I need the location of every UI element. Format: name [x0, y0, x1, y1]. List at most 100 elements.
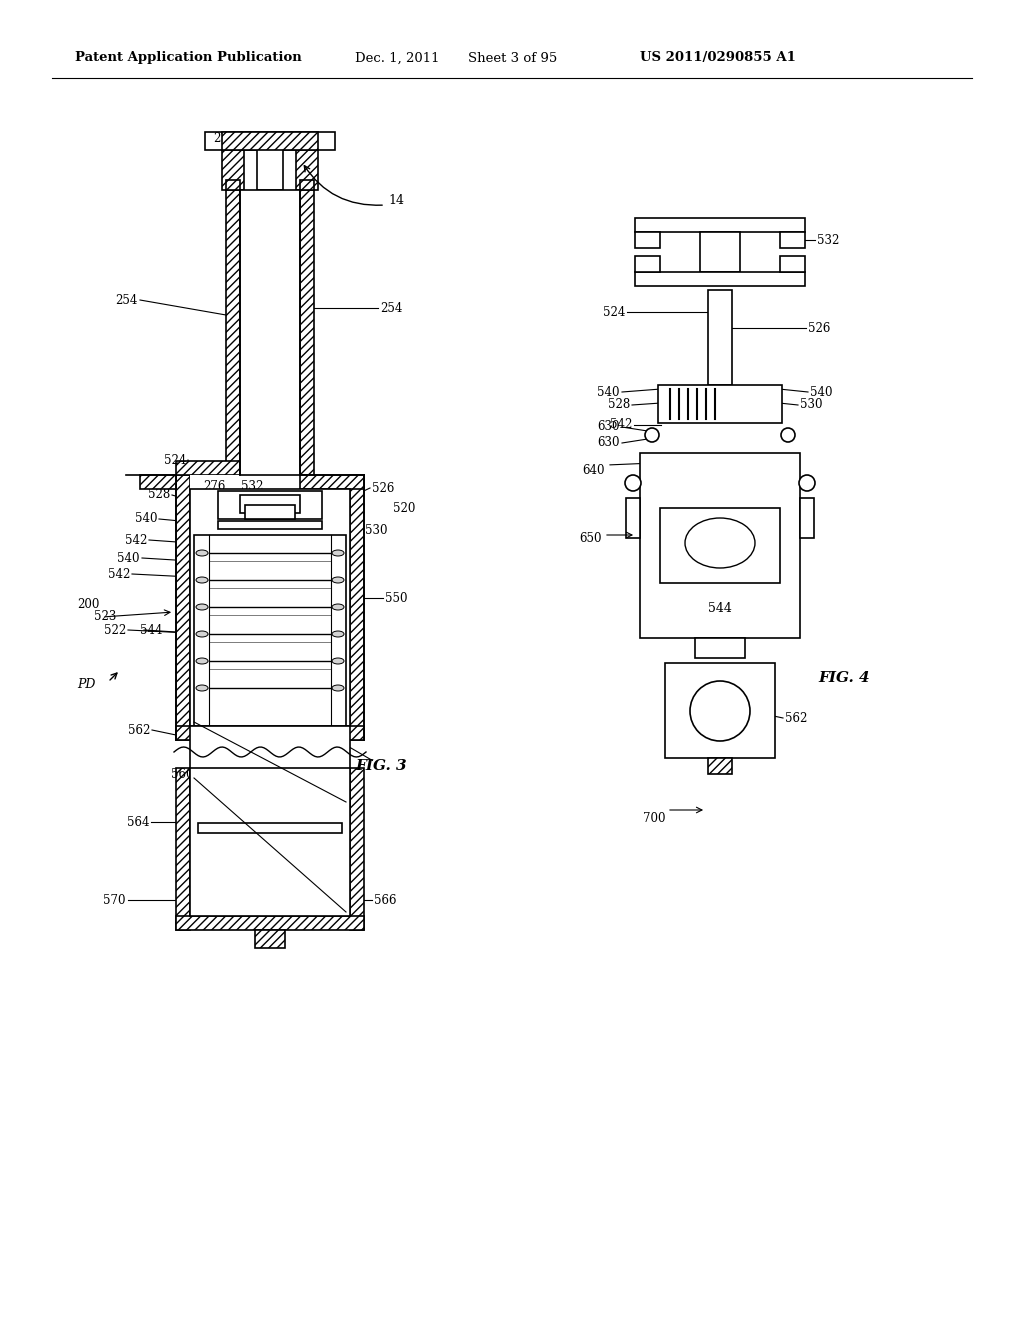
Bar [300, 475, 364, 488]
Text: Sheet 3 of 95: Sheet 3 of 95 [468, 51, 557, 65]
Bar [190, 768, 350, 916]
Ellipse shape [332, 605, 344, 610]
Text: 200: 200 [78, 598, 100, 611]
Ellipse shape [332, 631, 344, 638]
Text: 520: 520 [393, 502, 416, 515]
Text: 526: 526 [372, 482, 394, 495]
Ellipse shape [196, 550, 208, 556]
Ellipse shape [332, 550, 344, 556]
Bar [300, 180, 314, 190]
Bar [660, 508, 780, 583]
Bar [255, 931, 285, 948]
Ellipse shape [196, 685, 208, 690]
Circle shape [625, 475, 641, 491]
Bar [658, 385, 782, 422]
Text: 562: 562 [785, 711, 807, 725]
Text: 532: 532 [241, 480, 263, 494]
Text: 530: 530 [365, 524, 387, 536]
Bar [226, 180, 240, 190]
Bar [226, 190, 240, 475]
Text: 523: 523 [93, 610, 116, 623]
Text: 540: 540 [597, 385, 620, 399]
Ellipse shape [332, 657, 344, 664]
Text: 544: 544 [708, 602, 732, 615]
Bar [695, 638, 745, 657]
Text: 544: 544 [140, 623, 163, 636]
Text: 540: 540 [134, 512, 157, 525]
Text: FIG. 4: FIG. 4 [818, 671, 869, 685]
Bar [300, 190, 314, 475]
Bar [218, 521, 322, 529]
Text: 530: 530 [800, 399, 822, 412]
Text: 532: 532 [817, 234, 840, 247]
Text: 14: 14 [388, 194, 404, 206]
Circle shape [781, 428, 795, 442]
Text: Patent Application Publication: Patent Application Publication [75, 51, 302, 65]
Bar [635, 256, 660, 272]
Text: 700: 700 [642, 812, 665, 825]
Bar [205, 132, 335, 150]
Bar [635, 232, 660, 248]
Text: 542: 542 [108, 568, 130, 581]
Circle shape [645, 428, 659, 442]
Bar [665, 663, 775, 758]
Bar [350, 768, 364, 931]
Bar [240, 190, 300, 475]
Bar [240, 495, 300, 513]
Text: 254: 254 [380, 301, 402, 314]
Bar [190, 726, 350, 807]
Bar [780, 232, 805, 248]
Bar [635, 272, 805, 286]
Bar [245, 506, 295, 519]
Bar [708, 758, 732, 774]
Text: 276: 276 [214, 132, 236, 144]
Text: 524: 524 [603, 305, 625, 318]
Text: US 2011/0290855 A1: US 2011/0290855 A1 [640, 51, 796, 65]
Ellipse shape [196, 631, 208, 638]
Bar [222, 132, 318, 150]
Text: 630: 630 [597, 421, 620, 433]
Bar [350, 475, 364, 741]
Text: 540: 540 [118, 552, 140, 565]
Text: PD: PD [77, 678, 95, 692]
Bar [190, 475, 350, 488]
Bar [194, 535, 346, 730]
Text: 566: 566 [374, 894, 396, 907]
Text: 572: 572 [219, 869, 242, 882]
Text: 562: 562 [128, 723, 150, 737]
Text: 542: 542 [125, 533, 147, 546]
Bar [626, 498, 640, 539]
Ellipse shape [196, 577, 208, 583]
Bar [176, 768, 190, 931]
Bar [700, 232, 740, 272]
Text: 560: 560 [171, 767, 193, 780]
Text: 550: 550 [385, 591, 408, 605]
Bar [635, 218, 805, 232]
Circle shape [799, 475, 815, 491]
Bar [176, 726, 364, 741]
Text: 528: 528 [608, 399, 630, 412]
Bar [257, 140, 283, 190]
Ellipse shape [196, 657, 208, 664]
Text: 524: 524 [164, 454, 186, 466]
Ellipse shape [196, 605, 208, 610]
Text: 522: 522 [103, 623, 126, 636]
Bar [198, 822, 342, 833]
Bar [296, 148, 318, 190]
Bar [176, 461, 240, 475]
Text: 630: 630 [597, 437, 620, 450]
Bar [190, 488, 350, 741]
Text: 52: 52 [253, 132, 268, 144]
Text: FIG. 3: FIG. 3 [355, 759, 407, 774]
Text: 276: 276 [204, 480, 226, 494]
Text: 2: 2 [715, 704, 725, 718]
Bar [218, 491, 322, 519]
Text: 650: 650 [580, 532, 602, 544]
Bar [176, 475, 190, 741]
Text: 542: 542 [609, 418, 632, 432]
Text: 564: 564 [127, 816, 150, 829]
Bar [222, 148, 244, 190]
Bar [780, 256, 805, 272]
Bar [176, 916, 364, 931]
Bar [640, 453, 800, 638]
